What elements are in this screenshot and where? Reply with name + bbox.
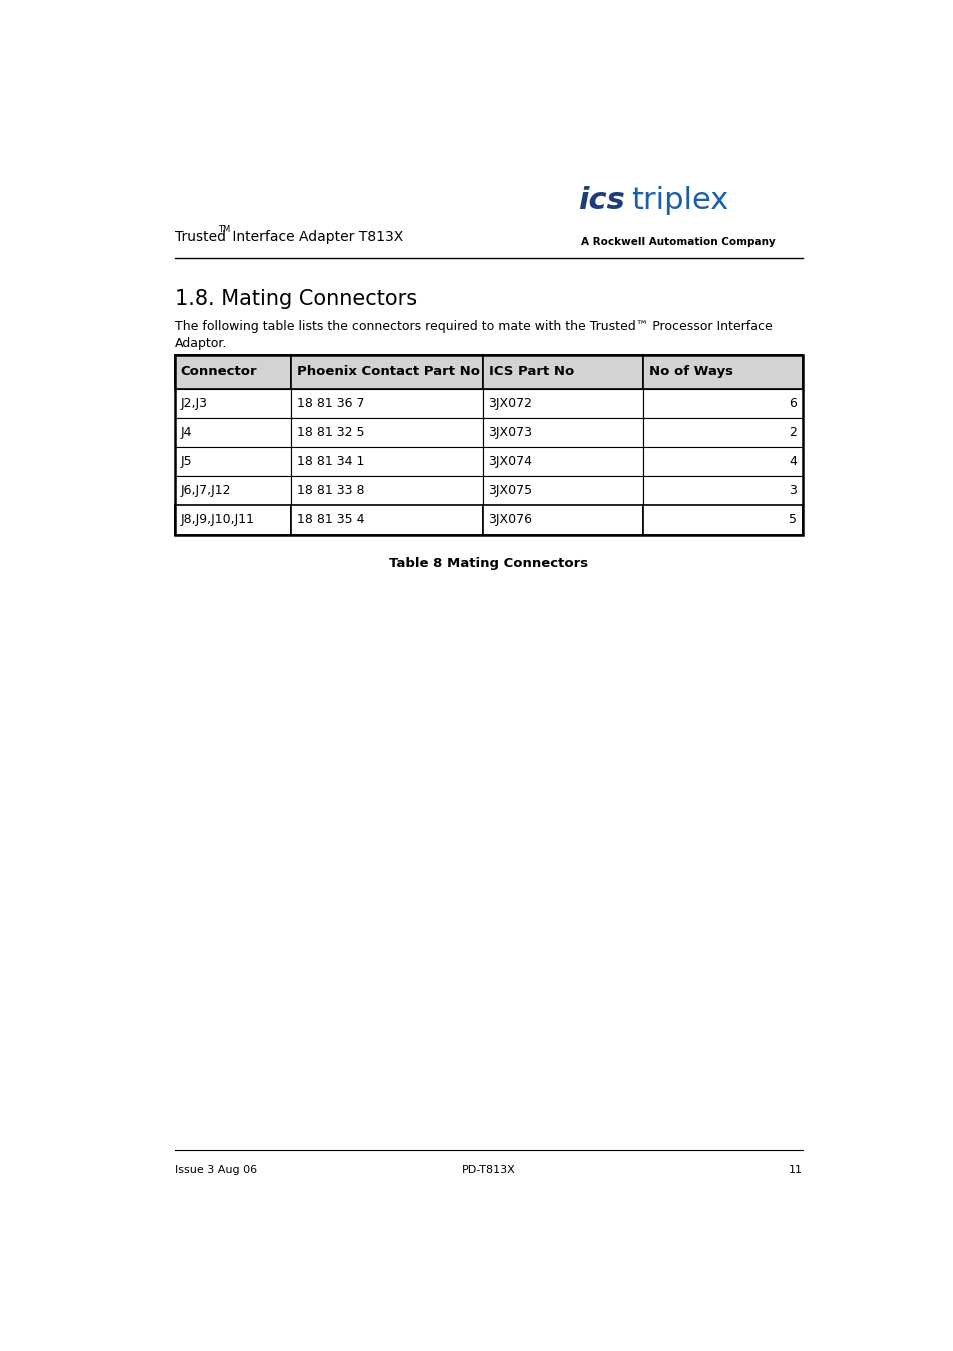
Text: J8,J9,J10,J11: J8,J9,J10,J11	[180, 513, 254, 527]
Bar	[174, 354, 802, 535]
Text: 1.8. Mating Connectors: 1.8. Mating Connectors	[174, 289, 416, 309]
Bar	[174, 505, 291, 535]
Text: TM: TM	[217, 224, 230, 234]
Text: Connector: Connector	[180, 365, 257, 378]
Bar	[642, 354, 802, 389]
Text: 3JX074: 3JX074	[488, 455, 532, 469]
Text: J4: J4	[180, 426, 192, 439]
Text: Table 8 Mating Connectors: Table 8 Mating Connectors	[389, 558, 588, 570]
Text: J6,J7,J12: J6,J7,J12	[180, 485, 231, 497]
Bar	[642, 417, 802, 447]
Bar	[642, 389, 802, 417]
Text: 18 81 32 5: 18 81 32 5	[296, 426, 364, 439]
Text: 3JX073: 3JX073	[488, 426, 532, 439]
Text: 3JX072: 3JX072	[488, 397, 532, 409]
Text: ics: ics	[577, 186, 624, 215]
Text: A Rockwell Automation Company: A Rockwell Automation Company	[580, 238, 776, 247]
Text: 6: 6	[788, 397, 797, 409]
Bar	[291, 477, 482, 505]
Bar	[482, 477, 642, 505]
Text: J2,J3: J2,J3	[180, 397, 208, 409]
Bar	[291, 417, 482, 447]
Bar	[174, 354, 291, 389]
Bar	[482, 447, 642, 477]
Text: triplex: triplex	[630, 186, 727, 215]
Text: Phoenix Contact Part No: Phoenix Contact Part No	[296, 365, 479, 378]
Bar	[291, 447, 482, 477]
Text: Issue 3 Aug 06: Issue 3 Aug 06	[174, 1165, 256, 1175]
Text: ICS Part No: ICS Part No	[488, 365, 573, 378]
Bar	[291, 389, 482, 417]
Text: 11: 11	[788, 1165, 802, 1175]
Text: 18 81 35 4: 18 81 35 4	[296, 513, 364, 527]
Text: 2: 2	[788, 426, 797, 439]
Bar	[482, 505, 642, 535]
Text: 3: 3	[788, 485, 797, 497]
Bar	[291, 354, 482, 389]
Bar	[642, 477, 802, 505]
Text: 5: 5	[788, 513, 797, 527]
Text: 18 81 36 7: 18 81 36 7	[296, 397, 364, 409]
Text: The following table lists the connectors required to mate with the Trusted™ Proc: The following table lists the connectors…	[174, 320, 772, 334]
Bar	[482, 354, 642, 389]
Bar	[174, 447, 291, 477]
Bar	[174, 477, 291, 505]
Text: 18 81 33 8: 18 81 33 8	[296, 485, 364, 497]
Bar	[174, 389, 291, 417]
Text: Adaptor.: Adaptor.	[174, 336, 227, 350]
Bar	[174, 417, 291, 447]
Bar	[642, 447, 802, 477]
Text: 3JX076: 3JX076	[488, 513, 532, 527]
Bar	[642, 505, 802, 535]
Text: PD-T813X: PD-T813X	[461, 1165, 516, 1175]
Text: 3JX075: 3JX075	[488, 485, 532, 497]
Bar	[482, 389, 642, 417]
Bar	[291, 505, 482, 535]
Text: Trusted: Trusted	[174, 230, 226, 245]
Text: Interface Adapter T813X: Interface Adapter T813X	[228, 230, 403, 245]
Text: 4: 4	[788, 455, 797, 469]
Text: No of Ways: No of Ways	[648, 365, 732, 378]
Text: 18 81 34 1: 18 81 34 1	[296, 455, 364, 469]
Text: J5: J5	[180, 455, 193, 469]
Bar	[482, 417, 642, 447]
